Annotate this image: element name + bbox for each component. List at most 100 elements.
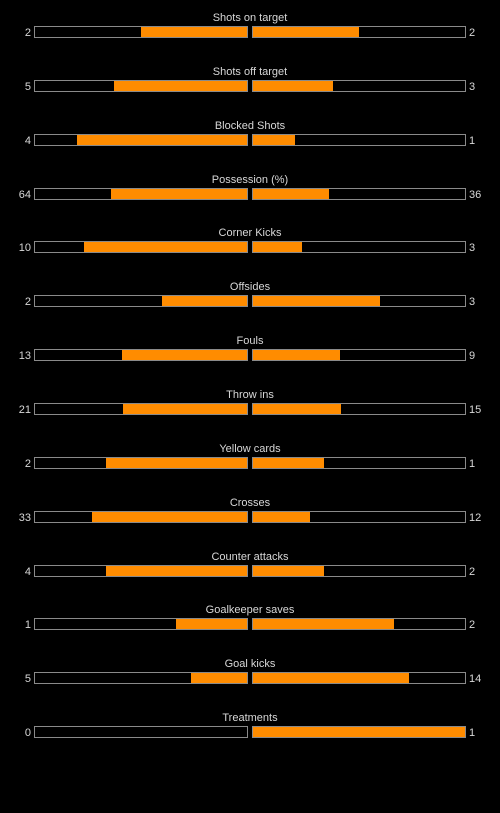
home-bar-fill xyxy=(77,135,247,145)
away-bar-fill xyxy=(253,350,340,360)
stat-label: Offsides xyxy=(229,281,271,293)
home-bar xyxy=(34,403,248,415)
away-bar xyxy=(252,457,466,469)
away-value: 2 xyxy=(469,27,476,39)
away-bar-fill xyxy=(253,566,324,576)
stat-row: Goalkeeper saves 1 2 xyxy=(0,598,500,638)
home-bar-fill xyxy=(141,27,247,37)
away-value: 14 xyxy=(469,673,482,685)
away-value: 36 xyxy=(469,189,482,201)
away-value: 3 xyxy=(469,81,476,93)
home-value: 5 xyxy=(24,81,31,93)
home-value: 2 xyxy=(24,458,31,470)
home-value: 5 xyxy=(24,673,31,685)
away-bar xyxy=(252,565,466,577)
home-bar-fill xyxy=(111,189,247,199)
away-bar-fill xyxy=(253,512,310,522)
home-bar xyxy=(34,726,248,738)
home-bar-fill xyxy=(176,619,247,629)
home-bar xyxy=(34,672,248,684)
away-bar-fill xyxy=(253,296,380,306)
stat-label: Throw ins xyxy=(226,389,274,401)
stat-row: Yellow cards 2 1 xyxy=(0,437,500,477)
away-bar xyxy=(252,672,466,684)
home-bar-fill xyxy=(162,296,247,306)
home-value: 10 xyxy=(18,242,31,254)
home-bar-fill xyxy=(106,566,247,576)
home-bar xyxy=(34,295,248,307)
home-value: 13 xyxy=(18,350,31,362)
away-value: 1 xyxy=(469,727,476,739)
home-bar xyxy=(34,134,248,146)
home-bar xyxy=(34,565,248,577)
away-value: 12 xyxy=(469,512,482,524)
away-bar-fill xyxy=(253,727,465,737)
home-value: 0 xyxy=(24,727,31,739)
home-value: 33 xyxy=(18,512,31,524)
stat-row: Possession (%) 64 36 xyxy=(0,168,500,208)
home-bar xyxy=(34,349,248,361)
stat-row: Counter attacks 4 2 xyxy=(0,545,500,585)
away-bar xyxy=(252,241,466,253)
home-value: 64 xyxy=(18,189,31,201)
home-bar-fill xyxy=(191,673,247,683)
stat-label: Blocked Shots xyxy=(214,120,286,132)
home-bar xyxy=(34,26,248,38)
stat-row: Shots on target 2 2 xyxy=(0,6,500,46)
away-bar xyxy=(252,80,466,92)
away-bar xyxy=(252,295,466,307)
home-bar-fill xyxy=(84,242,247,252)
away-bar-fill xyxy=(253,619,394,629)
home-bar xyxy=(34,80,248,92)
home-bar-fill xyxy=(122,350,247,360)
away-value: 15 xyxy=(469,404,482,416)
stat-label: Shots off target xyxy=(212,66,288,78)
away-value: 2 xyxy=(469,619,476,631)
away-bar xyxy=(252,726,466,738)
stat-label: Counter attacks xyxy=(211,551,289,563)
stat-label: Crosses xyxy=(229,497,271,509)
away-bar-fill xyxy=(253,404,341,414)
away-bar xyxy=(252,618,466,630)
home-value: 4 xyxy=(24,135,31,147)
away-value: 3 xyxy=(469,242,476,254)
away-value: 3 xyxy=(469,296,476,308)
stat-label: Possession (%) xyxy=(211,174,289,186)
home-bar-fill xyxy=(106,458,247,468)
home-value: 4 xyxy=(24,566,31,578)
away-bar-fill xyxy=(253,458,324,468)
home-bar xyxy=(34,457,248,469)
away-bar xyxy=(252,511,466,523)
away-bar xyxy=(252,349,466,361)
stat-row: Blocked Shots 4 1 xyxy=(0,114,500,154)
stat-label: Treatments xyxy=(222,712,278,724)
home-value: 2 xyxy=(24,296,31,308)
stat-label: Goal kicks xyxy=(224,658,276,670)
stat-row: Shots off target 5 3 xyxy=(0,60,500,100)
home-bar xyxy=(34,241,248,253)
stat-row: Goal kicks 5 14 xyxy=(0,652,500,692)
stat-label: Goalkeeper saves xyxy=(205,604,295,616)
away-value: 9 xyxy=(469,350,476,362)
stat-label: Corner Kicks xyxy=(218,227,282,239)
home-bar-fill xyxy=(123,404,247,414)
away-value: 2 xyxy=(469,566,476,578)
away-value: 1 xyxy=(469,135,476,147)
away-bar xyxy=(252,188,466,200)
away-bar-fill xyxy=(253,81,333,91)
stat-row: Crosses 33 12 xyxy=(0,491,500,531)
stat-row: Offsides 2 3 xyxy=(0,275,500,315)
away-bar xyxy=(252,26,466,38)
home-bar xyxy=(34,511,248,523)
away-value: 1 xyxy=(469,458,476,470)
home-bar-fill xyxy=(92,512,247,522)
home-bar xyxy=(34,618,248,630)
away-bar-fill xyxy=(253,673,409,683)
away-bar-fill xyxy=(253,242,302,252)
home-bar xyxy=(34,188,248,200)
stat-label: Yellow cards xyxy=(219,443,281,455)
away-bar-fill xyxy=(253,189,329,199)
away-bar-fill xyxy=(253,27,359,37)
stat-row: Throw ins 21 15 xyxy=(0,383,500,423)
